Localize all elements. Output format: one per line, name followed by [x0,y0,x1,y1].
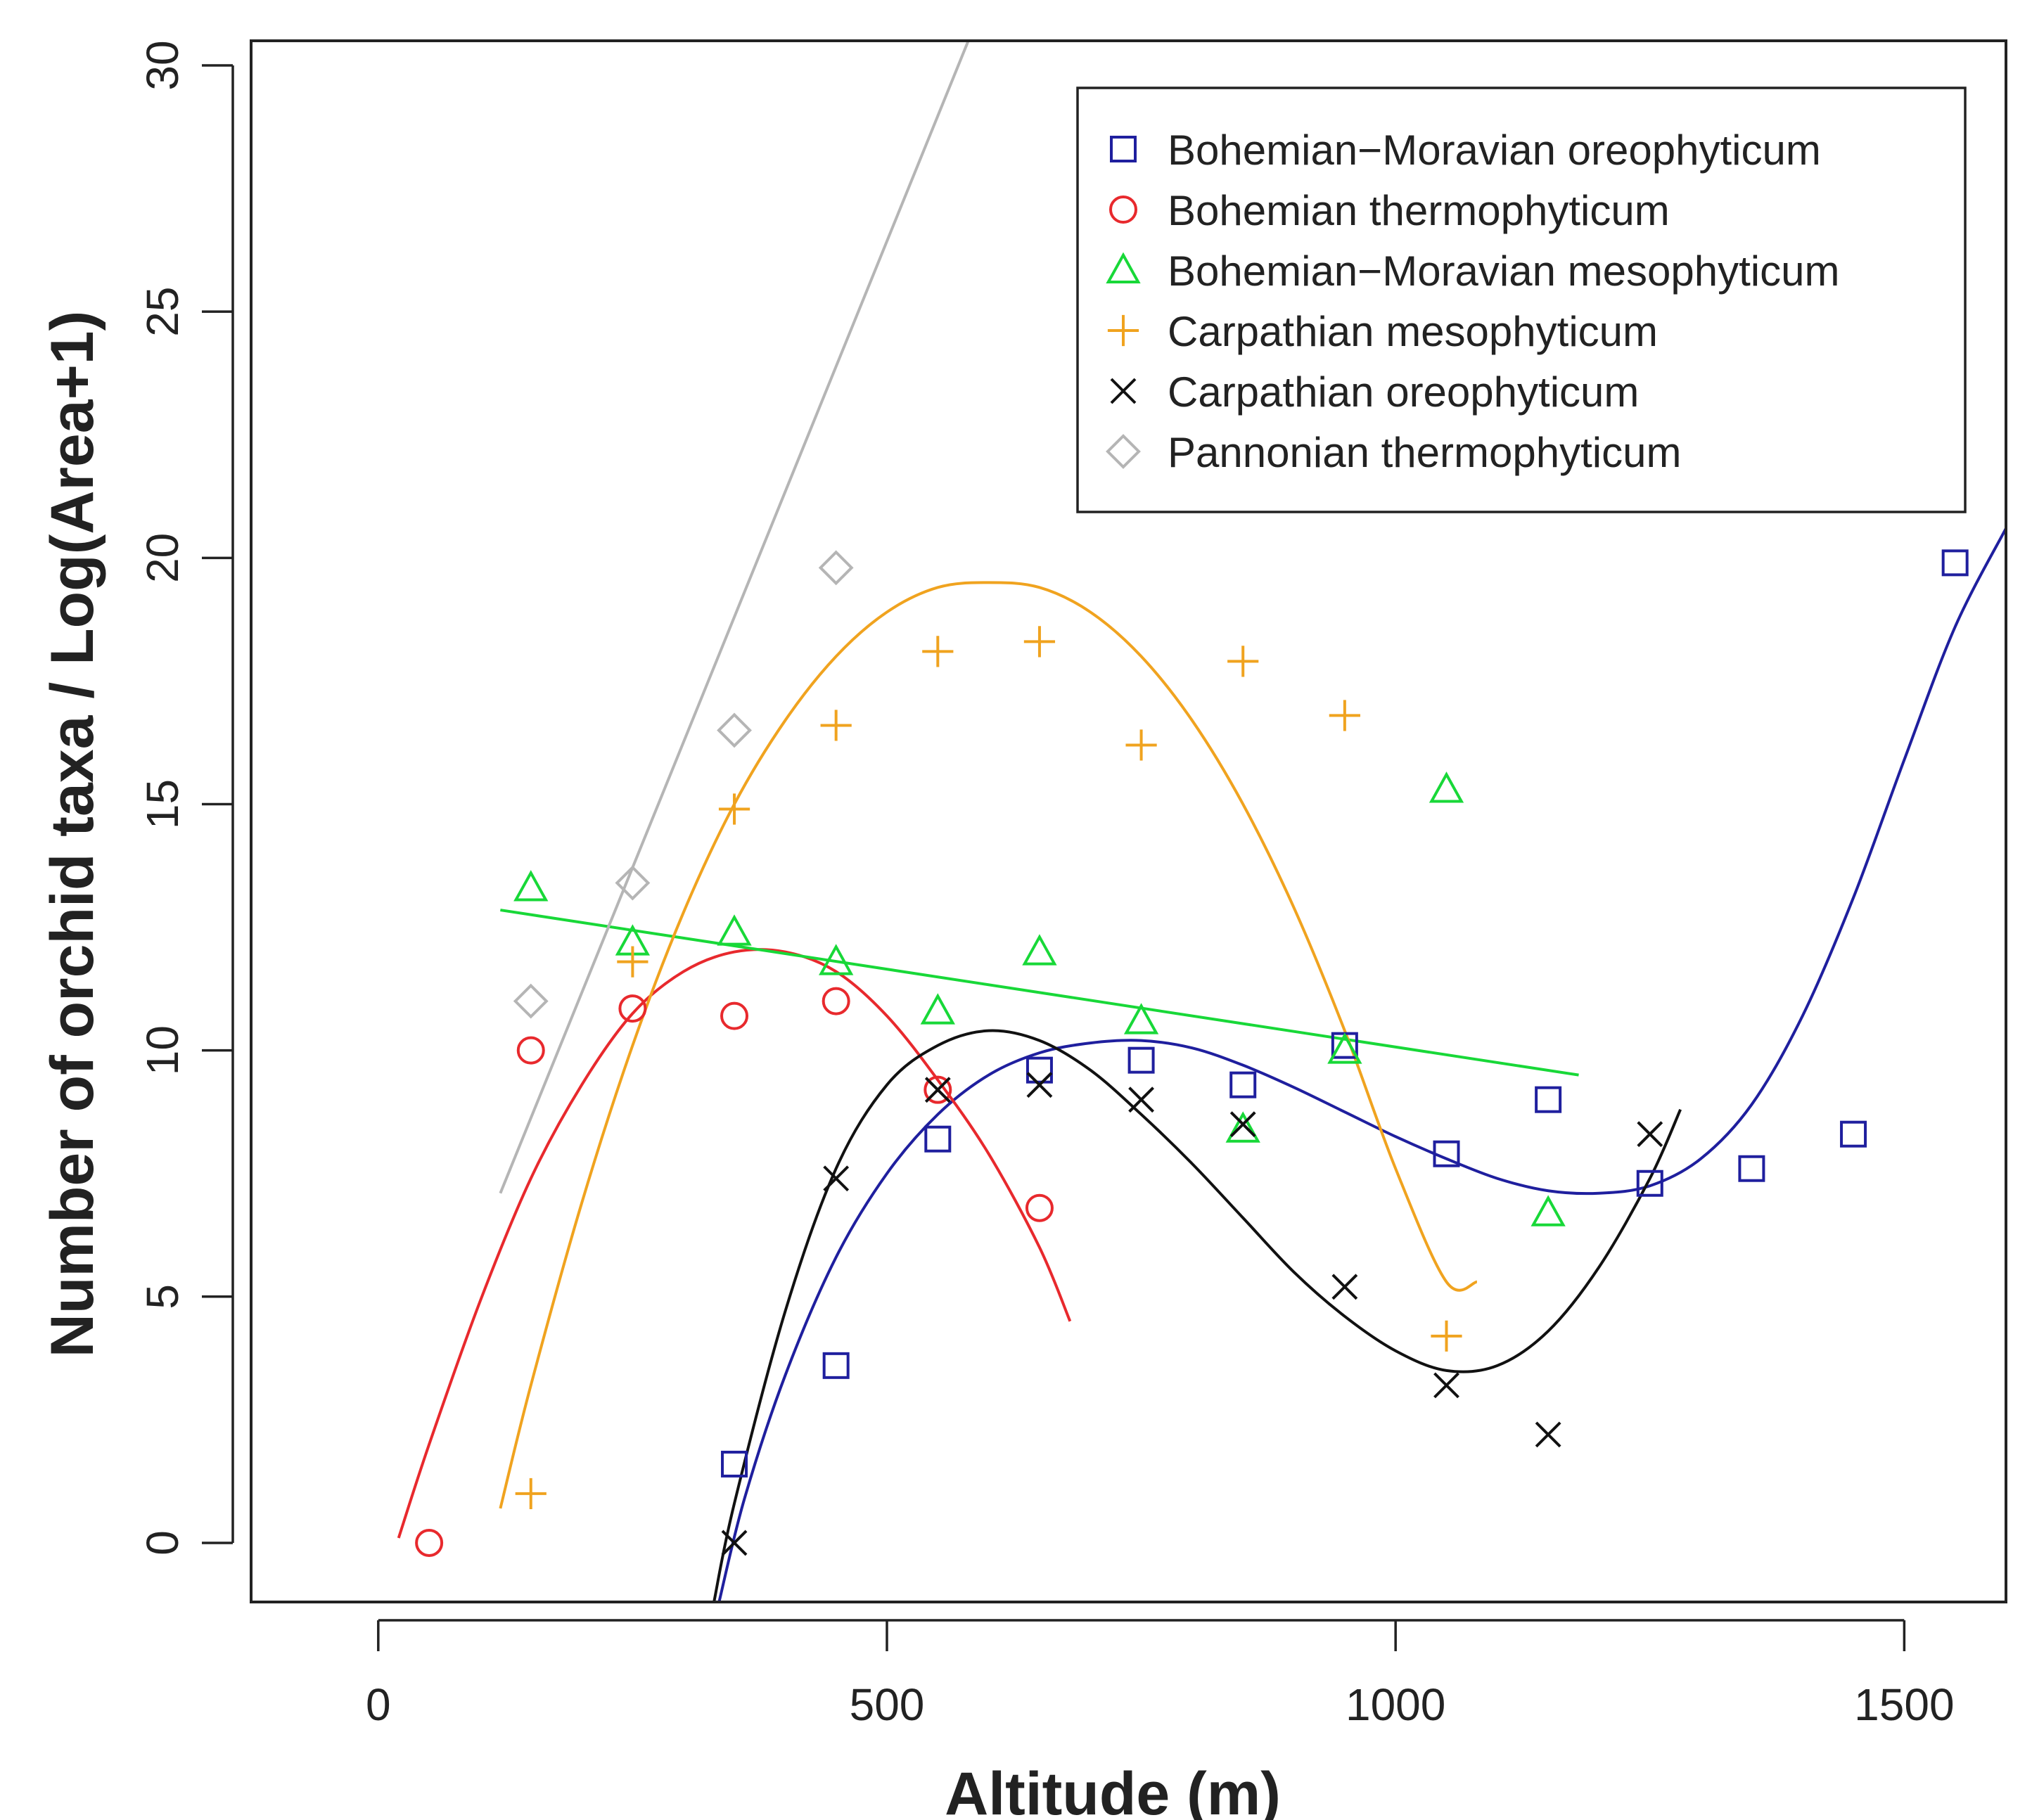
data-point-series-1-1 [516,1036,545,1065]
legend-label-3: Carpathian mesophyticum [1168,308,1658,355]
data-point-series-2-8 [1327,1032,1362,1064]
legend-label-2: Bohemian−Moravian mesophyticum [1168,248,1839,295]
data-point-series-4-1 [823,1165,850,1192]
data-point-series-3-8 [1329,700,1360,731]
data-point-series-4-0 [721,1530,748,1556]
data-point-series-4-7 [1433,1372,1459,1399]
legend-marker-2 [1106,252,1141,283]
data-point-series-3-1 [617,946,648,978]
data-point-series-4-6 [1331,1274,1358,1300]
y-tick-label-4: 20 [137,533,188,583]
data-point-series-3-5 [1023,626,1056,658]
data-point-series-4-3 [1026,1072,1053,1098]
x-tick-label-3: 1500 [1854,1679,1954,1730]
x-tick-label-2: 1000 [1346,1679,1445,1730]
x-axis: 0 500 1000 1500 [366,1619,1955,1730]
data-point-series-5-1 [615,865,651,901]
data-point-series-2-3 [819,944,854,975]
y-tick-label-6: 30 [137,40,188,90]
x-tick-label-1: 500 [850,1679,925,1730]
fit-line-series-1 [397,948,1072,1539]
data-point-series-4-9 [1637,1121,1663,1148]
data-points [415,549,1969,1557]
data-point-series-0-1 [822,1352,850,1379]
data-point-series-4-4 [1128,1087,1154,1113]
y-tick-label-2: 10 [137,1025,188,1075]
data-point-series-3-0 [515,1478,547,1510]
data-point-series-1-3 [720,1001,749,1030]
data-point-series-2-7 [1225,1111,1260,1143]
legend-marker-0 [1110,136,1137,162]
data-point-series-5-3 [818,550,854,586]
data-point-series-0-9 [1636,1169,1663,1197]
data-point-series-0-11 [1840,1120,1867,1148]
legend-label-4: Carpathian oreophyticum [1168,369,1639,416]
legend-marker-4 [1110,378,1137,404]
data-point-series-4-5 [1229,1111,1256,1138]
legend-marker-5 [1106,434,1141,469]
data-point-series-0-8 [1535,1086,1562,1113]
data-point-series-1-6 [1025,1193,1054,1222]
plot-frame [250,39,2007,1603]
data-point-series-2-6 [1123,1003,1159,1034]
data-point-series-4-2 [924,1077,951,1103]
data-point-series-2-10 [1531,1195,1566,1226]
fit-line-series-2 [500,909,1579,1077]
x-tick-label-0: 0 [366,1679,391,1730]
data-point-series-3-4 [922,636,954,667]
data-point-series-2-5 [1022,934,1057,966]
fit-line-series-3 [499,581,1478,1509]
data-point-series-2-2 [717,914,752,946]
x-axis-title: Altitude (m) [945,1760,1281,1820]
legend-label-0: Bohemian−Moravian oreophyticum [1168,127,1821,174]
y-tick-label-0: 0 [137,1530,188,1556]
data-point-series-1-5 [924,1075,952,1104]
data-point-series-4-8 [1535,1421,1561,1448]
data-point-series-1-0 [415,1528,444,1557]
data-point-series-2-9 [1429,771,1464,803]
legend-label-5: Pannonian thermophyticum [1168,429,1681,476]
data-point-series-0-2 [924,1125,952,1153]
data-point-series-3-6 [1125,729,1157,761]
y-axis: 0 5 10 15 20 25 30 [137,40,234,1556]
data-point-series-1-2 [618,994,647,1023]
fit-line-series-4 [713,1029,1682,1602]
legend: Bohemian−Moravian oreophyticum Bohemian t… [1076,86,1967,513]
data-point-series-0-7 [1433,1140,1460,1167]
legend-marker-1 [1109,196,1137,224]
fit-line-series-5 [499,41,970,1194]
data-point-series-3-2 [718,793,750,825]
legend-marker-3 [1107,314,1139,347]
y-tick-label-5: 25 [137,287,188,337]
fit-line-series-0 [717,527,2006,1602]
data-point-series-0-12 [1941,549,1969,577]
y-tick-label-3: 15 [137,779,188,829]
data-point-series-5-2 [717,712,752,748]
data-point-series-3-7 [1227,646,1259,677]
data-point-series-5-0 [513,983,549,1019]
data-point-series-0-4 [1127,1046,1155,1074]
y-axis-title: Number of orchid taxa / Log(Area+1) [39,311,106,1358]
fit-lines [397,41,2006,1602]
data-point-series-0-5 [1229,1071,1257,1098]
data-point-series-3-9 [1431,1320,1462,1352]
data-point-series-1-4 [822,987,850,1015]
data-point-series-0-10 [1738,1155,1765,1182]
data-point-series-3-3 [820,710,852,741]
data-point-series-2-4 [920,993,955,1025]
legend-label-1: Bohemian thermophyticum [1168,187,1670,234]
data-point-series-2-0 [513,870,549,902]
data-point-series-0-0 [721,1450,748,1478]
data-point-series-0-3 [1025,1056,1053,1084]
y-tick-label-1: 5 [137,1284,188,1309]
legend-box [1076,86,1967,513]
